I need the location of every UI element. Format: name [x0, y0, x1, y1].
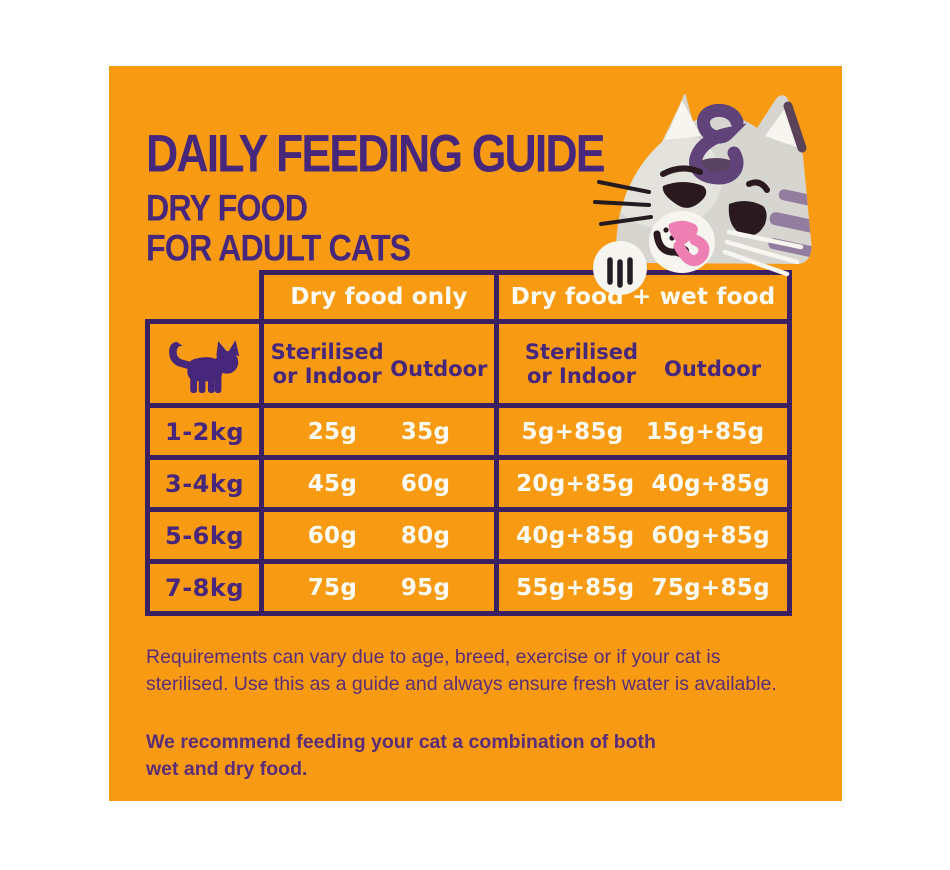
table-row: 1-2kg 25g 35g 5g+85g 15g+85g	[145, 403, 792, 460]
dry-wet-values: 5g+85g 15g+85g	[494, 403, 792, 460]
table-row: 3-4kg 45g 60g 20g+85g 40g+85g	[145, 455, 792, 512]
value-mixed-sterilised: 5g+85g	[521, 418, 624, 445]
page-subtitle: DRY FOOD FOR ADULT CATS	[146, 187, 604, 269]
dry-wet-food-label: Dry food + wet food	[510, 284, 776, 310]
left-eye	[662, 182, 707, 208]
empty-corner-cell	[148, 273, 262, 322]
value-mixed-sterilised: 55g+85g	[516, 574, 635, 601]
title-block: DAILY FEEDING GUIDE DRY FOOD FOR ADULT C…	[146, 122, 628, 268]
left-ear	[665, 100, 701, 140]
cat-silhouette-icon	[150, 332, 259, 396]
value-dry-sterilised: 45g	[307, 470, 358, 497]
weight-range: 5-6kg	[145, 507, 264, 564]
outdoor-header: Outdoor	[663, 356, 762, 381]
dry-only-values: 45g 60g	[259, 455, 499, 512]
sterilised-indoor-header: Sterilised or Indoor	[270, 339, 384, 388]
ampersand-mark	[689, 103, 747, 185]
value-dry-outdoor: 80g	[400, 522, 451, 549]
value-mixed-sterilised: 20g+85g	[516, 470, 635, 497]
dry-food-only-label: Dry food only	[290, 284, 468, 310]
value-mixed-sterilised: 40g+85g	[516, 522, 635, 549]
dry-wet-values: 20g+85g 40g+85g	[494, 455, 792, 512]
weight-range: 1-2kg	[145, 403, 264, 460]
table-row: 5-6kg 60g 80g 40g+85g 60g+85g	[145, 507, 792, 564]
outdoor-header: Outdoor	[390, 356, 488, 381]
sterilised-indoor-header: Sterilised or Indoor	[524, 339, 639, 388]
table-subheader-row: Sterilised or Indoor Outdoor Sterilised …	[145, 319, 792, 408]
value-dry-outdoor: 60g	[400, 470, 451, 497]
weight-column-header	[145, 319, 264, 408]
value-mixed-outdoor: 15g+85g	[646, 418, 765, 445]
note-recommendation: We recommend feeding your cat a combinat…	[146, 731, 656, 780]
note-requirements: Requirements can vary due to age, breed,…	[146, 646, 777, 695]
feeding-guide-panel: DAILY FEEDING GUIDE DRY FOOD FOR ADULT C…	[109, 66, 842, 801]
table-row: 7-8kg 75g 95g 55g+85g 75g+85g	[145, 559, 792, 616]
value-dry-sterilised: 60g	[307, 522, 358, 549]
dry-only-values: 75g 95g	[259, 559, 499, 616]
right-eye	[728, 200, 767, 236]
subheader-dry-only: Sterilised or Indoor Outdoor	[259, 319, 499, 408]
value-dry-sterilised: 75g	[307, 574, 358, 601]
dry-wet-values: 40g+85g 60g+85g	[494, 507, 792, 564]
value-mixed-outdoor: 60g+85g	[651, 522, 770, 549]
feeding-table: Dry food only Dry food + wet food	[145, 270, 792, 616]
value-mixed-outdoor: 75g+85g	[651, 574, 770, 601]
footnotes: Requirements can vary due to age, breed,…	[146, 644, 777, 783]
value-dry-outdoor: 35g	[400, 418, 451, 445]
cat-mascot-illustration	[579, 84, 829, 302]
column-group-dry-only: Dry food only	[259, 270, 499, 324]
subheader-dry-wet: Sterilised or Indoor Outdoor	[494, 319, 792, 408]
value-mixed-outdoor: 40g+85g	[651, 470, 770, 497]
weight-range: 3-4kg	[145, 455, 264, 512]
value-dry-sterilised: 25g	[307, 418, 358, 445]
tongue	[673, 234, 710, 267]
weight-range: 7-8kg	[145, 559, 264, 616]
subtitle-line-1: DRY FOOD	[146, 187, 308, 229]
dry-only-values: 60g 80g	[259, 507, 499, 564]
value-dry-outdoor: 95g	[400, 574, 451, 601]
subtitle-line-2: FOR ADULT CATS	[146, 227, 411, 269]
dry-only-values: 25g 35g	[259, 403, 499, 460]
page-title: DAILY FEEDING GUIDE	[146, 123, 606, 184]
dry-wet-values: 55g+85g 75g+85g	[494, 559, 792, 616]
